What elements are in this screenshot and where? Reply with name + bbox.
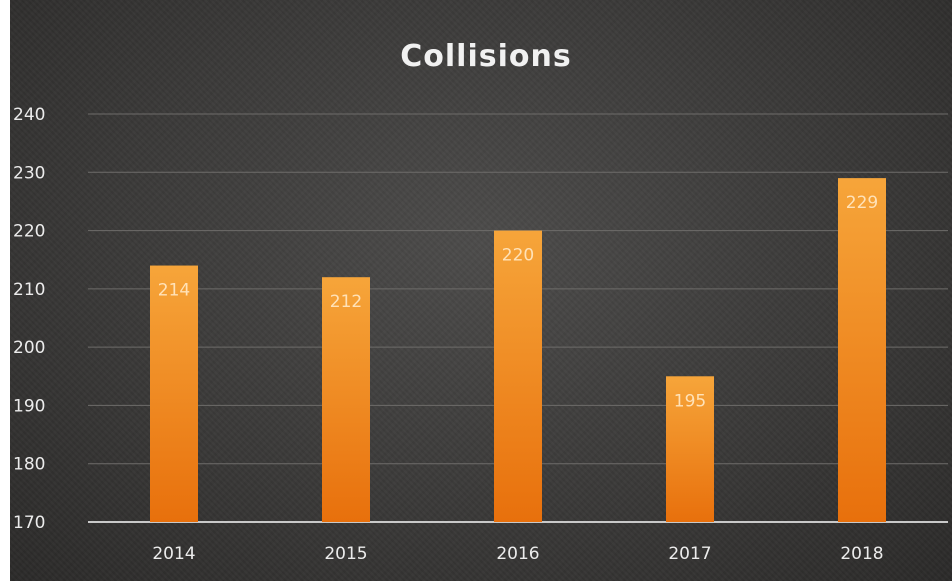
bar-data-labels: 214 212 220 195 229 (158, 193, 878, 411)
chart-frame: Collisions 170 180 190 200 210 220 230 240 214 2… (10, 0, 952, 581)
x-tick-label-2016: 2016 (496, 544, 539, 564)
chart-title: Collisions (400, 39, 571, 74)
y-tick-label: 190 (13, 396, 45, 416)
y-tick-label: 240 (13, 105, 45, 125)
bar-2015 (322, 277, 370, 522)
bar-2016 (494, 230, 542, 523)
x-tick-label-2018: 2018 (840, 544, 883, 564)
x-tick-label-2014: 2014 (152, 544, 195, 564)
y-tick-label: 200 (13, 338, 45, 358)
bars (150, 178, 886, 523)
y-tick-label: 210 (13, 280, 45, 300)
y-tick-label: 170 (13, 513, 45, 533)
bar-label-2018: 229 (846, 193, 878, 213)
y-axis-tick-labels: 170 180 190 200 210 220 230 240 (13, 105, 45, 533)
bar-label-2017: 195 (674, 391, 706, 411)
bar-2014 (150, 265, 198, 522)
bar-label-2016: 220 (502, 246, 534, 266)
bar-2018 (838, 178, 886, 522)
x-axis-tick-labels: 2014 2015 2016 2017 2018 (152, 544, 883, 564)
y-tick-label: 230 (13, 163, 45, 183)
x-tick-label-2015: 2015 (324, 544, 367, 564)
bar-label-2015: 212 (330, 292, 362, 312)
bar-label-2014: 214 (158, 281, 190, 301)
bar-2017 (666, 376, 714, 522)
y-tick-label: 180 (13, 455, 45, 475)
x-tick-label-2017: 2017 (668, 544, 711, 564)
y-tick-label: 220 (13, 222, 45, 242)
